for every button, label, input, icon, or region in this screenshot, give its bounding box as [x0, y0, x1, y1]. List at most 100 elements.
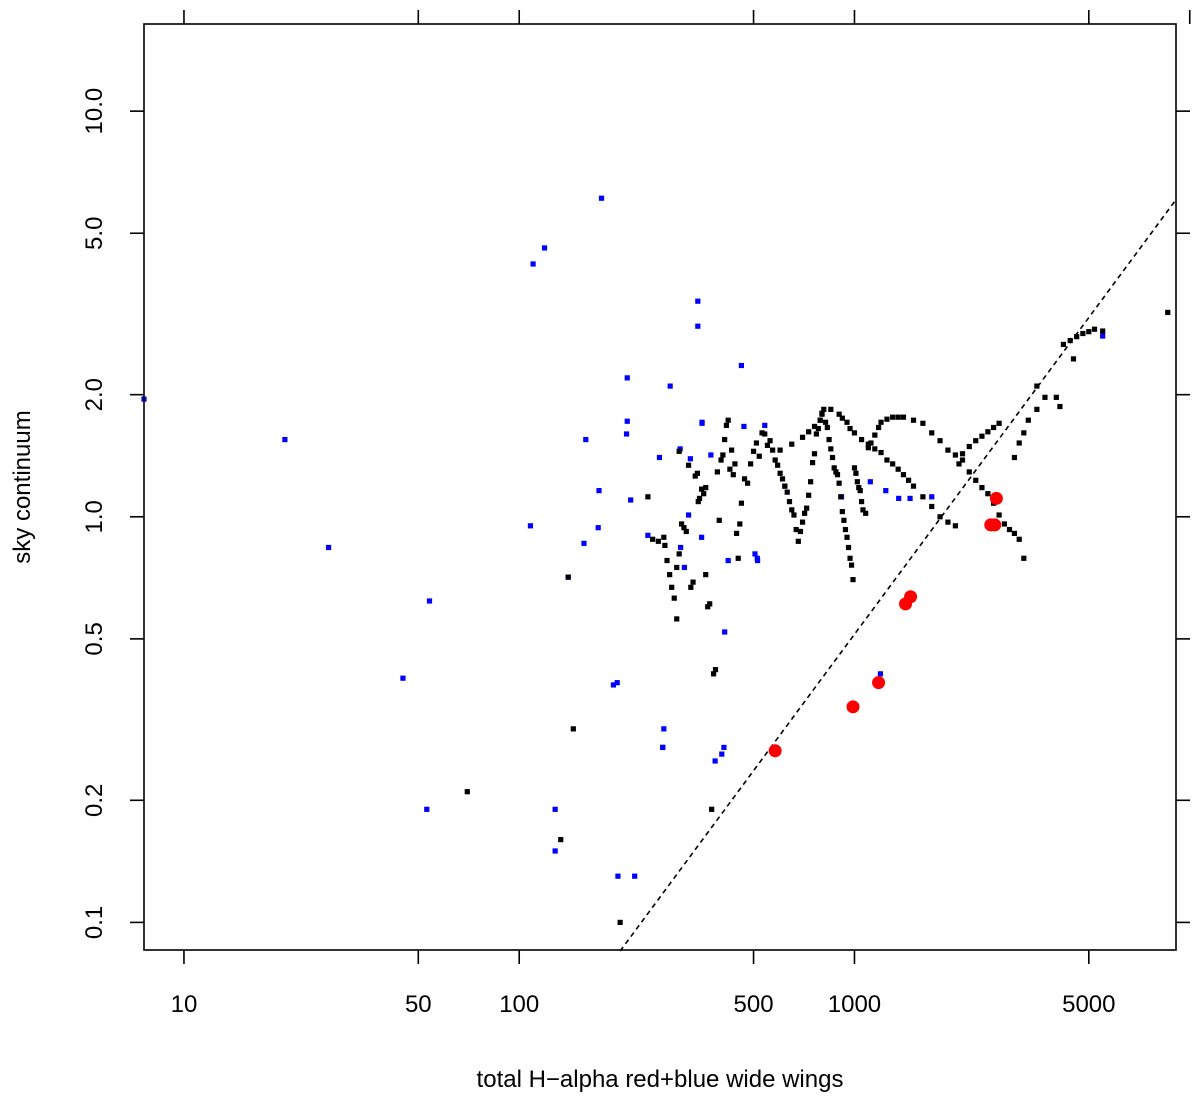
data-point-black [1016, 536, 1022, 542]
data-point-black [690, 579, 696, 585]
x-tick-label: 100 [499, 991, 539, 1018]
y-axis-title: sky continuum [9, 410, 36, 563]
data-point-blue [695, 323, 701, 329]
data-point-blue [678, 544, 684, 551]
data-point-black [847, 555, 853, 561]
data-point-black [676, 448, 682, 454]
data-point-black [905, 477, 912, 483]
data-point-black [828, 406, 834, 412]
data-point-blue [628, 497, 634, 503]
data-point-blue [907, 495, 913, 501]
data-point-black [789, 441, 795, 447]
data-point-blue [660, 744, 666, 751]
data-point-blue [610, 682, 617, 688]
data-point-black [836, 411, 842, 417]
data-point-black [725, 417, 731, 423]
data-point-black [1016, 440, 1022, 446]
data-point-black [733, 530, 740, 536]
data-point-black [806, 429, 812, 435]
data-point-black [851, 430, 858, 436]
data-point-black [772, 457, 778, 463]
data-point-black [645, 494, 651, 500]
reference-line [619, 199, 1177, 952]
data-point-black [764, 442, 771, 448]
data-point-black [782, 483, 788, 489]
y-tick-label: 0.5 [81, 622, 108, 655]
data-point-black [728, 447, 735, 453]
data-point-blue [667, 383, 673, 389]
data-point-red [872, 676, 886, 690]
data-point-black [1070, 356, 1077, 362]
data-point-black [890, 414, 896, 420]
data-point-black [685, 462, 692, 468]
data-point-black [863, 510, 869, 516]
data-point-black [558, 837, 564, 843]
data-point-black [973, 438, 979, 444]
data-point-black [784, 489, 790, 495]
data-point-black [799, 434, 806, 440]
data-point-black [565, 574, 571, 580]
data-point-blue [583, 436, 589, 443]
data-point-black [667, 572, 673, 578]
data-point-black [712, 666, 719, 673]
data-point-blue [1100, 333, 1106, 339]
data-point-black [813, 431, 820, 437]
data-point-black [815, 425, 821, 432]
data-point-black [703, 572, 709, 578]
data-point-red [989, 491, 1003, 505]
data-point-black [845, 544, 852, 551]
data-point-black [872, 446, 878, 452]
data-point-blue [661, 726, 667, 732]
data-point-black [681, 525, 687, 531]
data-point-black [655, 538, 661, 544]
data-point-black [727, 466, 733, 472]
data-point-black [1080, 330, 1086, 337]
data-point-black [661, 534, 667, 540]
data-point-black [464, 789, 470, 795]
data-point-black [669, 584, 675, 590]
data-point-blue [581, 540, 587, 546]
data-point-black [884, 416, 890, 422]
data-point-black [741, 476, 748, 482]
data-point-black [779, 476, 786, 482]
y-tick-label: 10.0 [81, 88, 108, 135]
data-point-black [1042, 394, 1048, 400]
data-point-black [850, 577, 856, 583]
axis-ticks: 10 50 100 500 1000 5000 0.1 0.2 0.5 1.0 2.0 5.0 10.0 [81, 10, 1191, 1018]
data-point-blue [598, 195, 605, 201]
data-point-black [966, 443, 972, 450]
data-point-black [836, 480, 842, 486]
data-point-black [937, 438, 943, 444]
data-point-blue [282, 436, 288, 443]
data-point-black [817, 417, 823, 423]
data-point-black [1091, 326, 1098, 332]
data-point-black [748, 461, 754, 467]
data-point-black [872, 432, 878, 438]
data-point-black [853, 470, 859, 476]
data-point-black [890, 461, 896, 467]
data-point-blue [681, 564, 688, 571]
data-point-blue [725, 557, 731, 564]
data-point-black [865, 441, 871, 447]
data-point-blue [708, 452, 714, 458]
data-point-black [664, 557, 670, 564]
data-point-black [775, 462, 781, 468]
data-point-black [732, 461, 738, 467]
data-point-black [688, 584, 694, 590]
data-point-black [979, 485, 985, 491]
data-point-black [695, 498, 701, 505]
y-tick-label: 5.0 [81, 217, 108, 250]
data-point-red [846, 700, 860, 714]
data-point-black [847, 425, 853, 432]
data-point-blue [400, 675, 406, 681]
data-point-black [1001, 521, 1007, 527]
data-point-blue [699, 420, 705, 426]
data-point-black [929, 430, 935, 436]
data-point-blue [883, 488, 889, 494]
data-point-black [750, 448, 757, 454]
data-point-black [722, 436, 728, 443]
data-point-black [804, 505, 810, 511]
data-point-red [768, 744, 782, 758]
data-point-black [937, 514, 943, 520]
